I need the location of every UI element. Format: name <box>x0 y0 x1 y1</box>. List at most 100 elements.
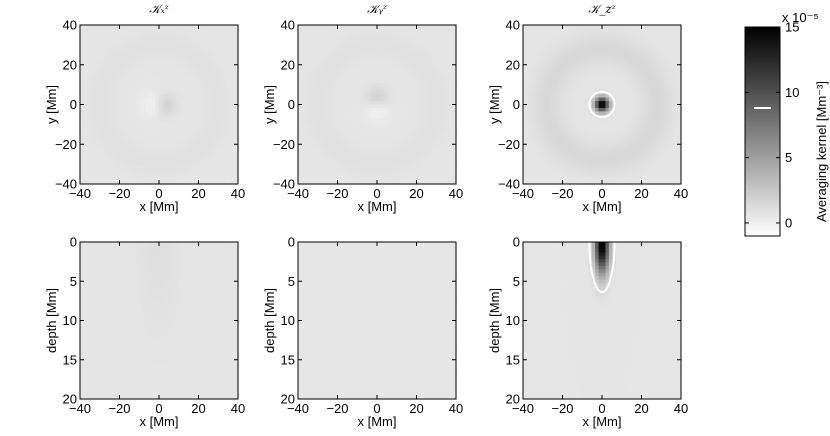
heatmap-cell <box>131 38 136 43</box>
heatmap-cell <box>332 87 337 92</box>
heatmap-cell <box>224 59 229 64</box>
heatmap-cell <box>159 132 164 137</box>
heatmap-cell <box>231 49 236 54</box>
heatmap-cell <box>210 25 215 30</box>
heatmap-cell <box>414 104 419 109</box>
heatmap-cell <box>121 45 126 50</box>
heatmap-cell <box>322 73 327 78</box>
heatmap-cell <box>124 142 129 147</box>
heatmap-cell <box>200 83 205 88</box>
heatmap-cell <box>227 142 232 147</box>
heatmap-cell <box>370 42 375 47</box>
heatmap-cell <box>298 170 303 175</box>
heatmap-cell <box>328 52 333 57</box>
heatmap-cell <box>431 42 436 47</box>
heatmap-cell <box>325 87 330 92</box>
heatmap-cell <box>172 170 177 175</box>
x-tick-label: 0 <box>155 186 162 201</box>
heatmap-cell <box>411 111 416 116</box>
heatmap-cell <box>210 156 215 161</box>
heatmap-cell <box>390 59 395 64</box>
heatmap-cell <box>124 139 129 144</box>
heatmap-cell <box>553 35 558 40</box>
heatmap-cell <box>176 42 181 47</box>
heatmap-cell <box>152 121 157 126</box>
heatmap-cell <box>529 31 534 36</box>
heatmap-cell <box>449 66 454 71</box>
heatmap-cell <box>169 38 174 43</box>
heatmap-cell <box>114 132 119 137</box>
heatmap-cell <box>217 118 222 123</box>
heatmap-cell <box>224 145 229 151</box>
heatmap-cell <box>325 125 330 130</box>
heatmap-cell <box>131 35 136 40</box>
heatmap-cell <box>93 73 98 78</box>
heatmap-cell <box>203 163 208 168</box>
heatmap-cell <box>159 145 164 151</box>
heatmap-cell <box>332 132 337 137</box>
heatmap-cell <box>83 166 88 171</box>
heatmap-cell <box>159 101 164 106</box>
heatmap-cell <box>159 90 164 95</box>
heatmap-cell <box>110 52 115 57</box>
heatmap-cell <box>435 90 440 95</box>
heatmap-cell <box>172 73 177 78</box>
heatmap-cell <box>186 132 191 137</box>
heatmap-cell <box>162 101 167 106</box>
heatmap-cell <box>100 87 105 92</box>
heatmap-cell <box>332 152 337 157</box>
heatmap-cell <box>383 135 388 140</box>
heatmap-cell <box>577 56 582 61</box>
heatmap-cell <box>418 87 423 92</box>
heatmap-cell <box>380 45 385 50</box>
heatmap-cell <box>421 83 426 88</box>
heatmap-cell <box>86 94 91 99</box>
heatmap-cell <box>83 66 88 71</box>
heatmap-cell <box>404 114 409 119</box>
heatmap-cell <box>227 87 232 92</box>
heatmap-cell <box>383 104 388 109</box>
heatmap-cell <box>179 35 184 40</box>
heatmap-cell <box>650 73 655 78</box>
heatmap-cell <box>207 125 212 130</box>
heatmap-cell <box>418 56 423 61</box>
heatmap-cell <box>193 90 198 95</box>
heatmap-cell <box>169 87 174 92</box>
heatmap-cell <box>646 42 651 47</box>
heatmap-cell <box>169 156 174 161</box>
heatmap-cell <box>543 31 548 36</box>
heatmap-cell <box>193 35 198 40</box>
heatmap-cell <box>141 76 146 81</box>
heatmap-cell <box>346 104 351 109</box>
heatmap-cell <box>407 111 412 116</box>
heatmap-cell <box>626 63 631 68</box>
heatmap-cell <box>407 163 412 168</box>
heatmap-cell <box>335 69 340 74</box>
heatmap-cell <box>536 56 541 61</box>
heatmap-cell <box>179 159 184 164</box>
heatmap-cell <box>128 125 133 130</box>
heatmap-cell <box>210 104 215 109</box>
heatmap-cell <box>138 31 143 36</box>
heatmap-cell <box>339 90 344 95</box>
heatmap-cell <box>370 73 375 78</box>
heatmap-cell <box>200 121 205 126</box>
heatmap-cell <box>80 52 85 57</box>
heatmap-cell <box>615 45 620 50</box>
heatmap-cell <box>186 45 191 50</box>
heatmap-cell <box>595 42 600 47</box>
heatmap-cell <box>366 87 371 92</box>
heatmap-cell <box>207 101 212 106</box>
heatmap-cell <box>301 94 306 99</box>
heatmap-cell <box>104 104 109 109</box>
heatmap-cell <box>97 139 102 144</box>
heatmap-cell <box>213 132 218 137</box>
heatmap-cell <box>227 139 232 144</box>
heatmap-cell <box>540 56 545 61</box>
heatmap-cell <box>442 80 447 85</box>
heatmap-cell <box>328 49 333 54</box>
heatmap-cell <box>547 63 552 68</box>
heatmap-cell <box>227 63 232 68</box>
heatmap-cell <box>325 66 330 71</box>
heatmap-cell <box>189 31 194 36</box>
